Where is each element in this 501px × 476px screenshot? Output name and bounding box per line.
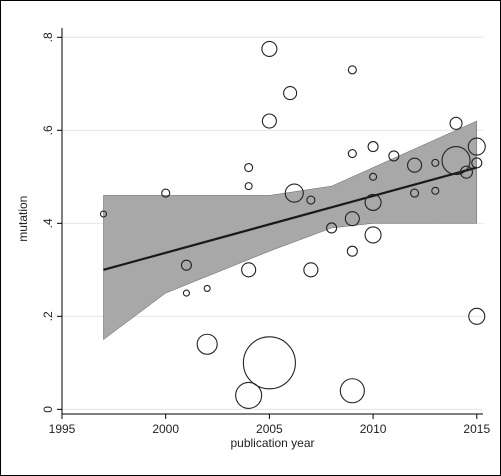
data-point-37 <box>468 307 486 325</box>
y-axis-title: mutation <box>16 196 30 242</box>
y-tick-label-1: .2 <box>41 311 55 321</box>
data-point-9 <box>235 381 263 409</box>
x-tick-label-2: 2005 <box>256 422 283 436</box>
data-points <box>99 40 486 409</box>
data-point-18 <box>347 65 357 75</box>
confidence-band <box>103 120 478 341</box>
data-point-1 <box>161 188 171 198</box>
data-point-26 <box>364 226 382 244</box>
data-point-36 <box>471 157 483 169</box>
data-point-4 <box>203 284 211 292</box>
data-point-22 <box>339 378 365 404</box>
data-point-16 <box>303 262 319 278</box>
data-point-2 <box>180 259 192 271</box>
data-point-15 <box>306 195 316 205</box>
data-point-25 <box>364 193 382 211</box>
x-axis-title: publication year <box>230 436 314 450</box>
y-tick-label-4: .8 <box>41 32 55 42</box>
fit-line <box>103 166 478 271</box>
data-point-7 <box>244 182 253 191</box>
data-point-19 <box>347 149 357 159</box>
data-point-21 <box>346 245 358 257</box>
x-tick-label-3: 2010 <box>360 422 387 436</box>
data-point-34 <box>459 165 473 179</box>
x-tick-label-0: 1995 <box>49 422 76 436</box>
data-point-20 <box>344 211 360 227</box>
data-point-13 <box>283 86 298 101</box>
x-tick-label-4: 2015 <box>463 422 490 436</box>
data-point-30 <box>431 158 440 167</box>
data-point-8 <box>241 262 257 278</box>
data-point-3 <box>182 289 190 297</box>
data-point-24 <box>369 172 378 181</box>
data-point-5 <box>196 333 218 355</box>
data-point-17 <box>326 222 338 234</box>
y-tick-label-0: 0 <box>41 406 55 413</box>
data-point-35 <box>467 137 486 156</box>
data-point-12 <box>242 336 296 390</box>
y-tick-label-2: .4 <box>41 218 55 228</box>
data-point-10 <box>261 40 278 57</box>
y-tick-label-3: .6 <box>41 125 55 135</box>
data-point-6 <box>244 162 254 173</box>
data-point-14 <box>284 183 304 203</box>
data-point-28 <box>407 157 423 173</box>
axes <box>61 28 483 415</box>
y-ticks: 0 .2 .4 .6 .8 <box>41 32 62 413</box>
data-point-0 <box>99 210 108 218</box>
data-point-27 <box>388 150 400 162</box>
data-point-11 <box>261 113 277 129</box>
data-point-33 <box>441 145 471 176</box>
x-ticks: 1995 2000 2005 2010 2015 <box>49 414 490 436</box>
data-point-23 <box>367 141 379 153</box>
data-point-29 <box>410 188 420 198</box>
data-point-32 <box>449 116 463 130</box>
data-point-31 <box>431 186 440 195</box>
x-tick-label-1: 2000 <box>152 422 179 436</box>
